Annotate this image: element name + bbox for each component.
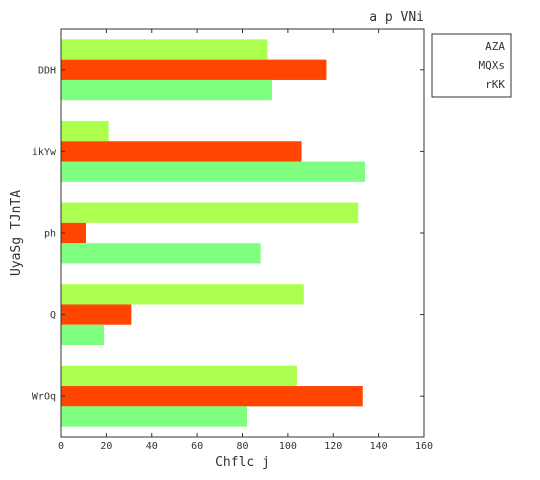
x-tick-label: 40 — [146, 441, 158, 452]
x-axis-label: Chflc j — [215, 455, 270, 470]
bar-DDH-AZA — [61, 39, 268, 60]
bar-ph-MQXs — [61, 222, 86, 244]
y-tick-label: WrOq — [32, 392, 56, 403]
bar-ph-AZA — [61, 202, 359, 223]
bar-ikYw-AZA — [61, 120, 109, 142]
legend-item-rKK: rKK — [485, 78, 505, 91]
chart-title: a p VNi — [369, 10, 424, 25]
bar-DDH-MQXs — [61, 59, 327, 80]
bars-layer — [61, 39, 366, 427]
y-tick-label: DDH — [38, 65, 56, 76]
bar-Q-MQXs — [61, 304, 132, 325]
x-tick-label: 80 — [236, 441, 248, 452]
bar-DDH-rKK — [61, 79, 272, 101]
legend: AZA MQXs rKK — [431, 33, 512, 98]
legend-item-AZA: AZA — [485, 40, 505, 53]
bar-ikYw-MQXs — [61, 141, 302, 162]
y-tick-label: Q — [50, 310, 56, 321]
x-tick-label: 60 — [191, 441, 203, 452]
y-axis-label: UyaSg TJnTA — [9, 190, 24, 276]
bar-Q-AZA — [61, 284, 304, 305]
legend-item-MQXs: MQXs — [479, 59, 506, 72]
bar-WrOq-rKK — [61, 406, 248, 427]
x-tick-label: 0 — [58, 441, 64, 452]
y-tick-label: ph — [44, 229, 56, 240]
x-tick-label: 20 — [100, 441, 112, 452]
bar-ikYw-rKK — [61, 161, 366, 182]
bar-WrOq-AZA — [61, 365, 297, 387]
bar-WrOq-MQXs — [61, 386, 363, 407]
ticks-layer: 0 20 40 60 80 100 120 140 160 DDH ikYw ph Q WrOq — [32, 29, 433, 452]
bar-Q-rKK — [61, 324, 105, 346]
x-tick-label: 120 — [324, 441, 342, 452]
x-tick-label: 160 — [415, 441, 433, 452]
legend-box — [431, 33, 512, 98]
x-tick-label: 100 — [279, 441, 297, 452]
x-tick-label: 140 — [370, 441, 388, 452]
y-tick-label: ikYw — [32, 147, 57, 158]
bar-ph-rKK — [61, 243, 261, 264]
